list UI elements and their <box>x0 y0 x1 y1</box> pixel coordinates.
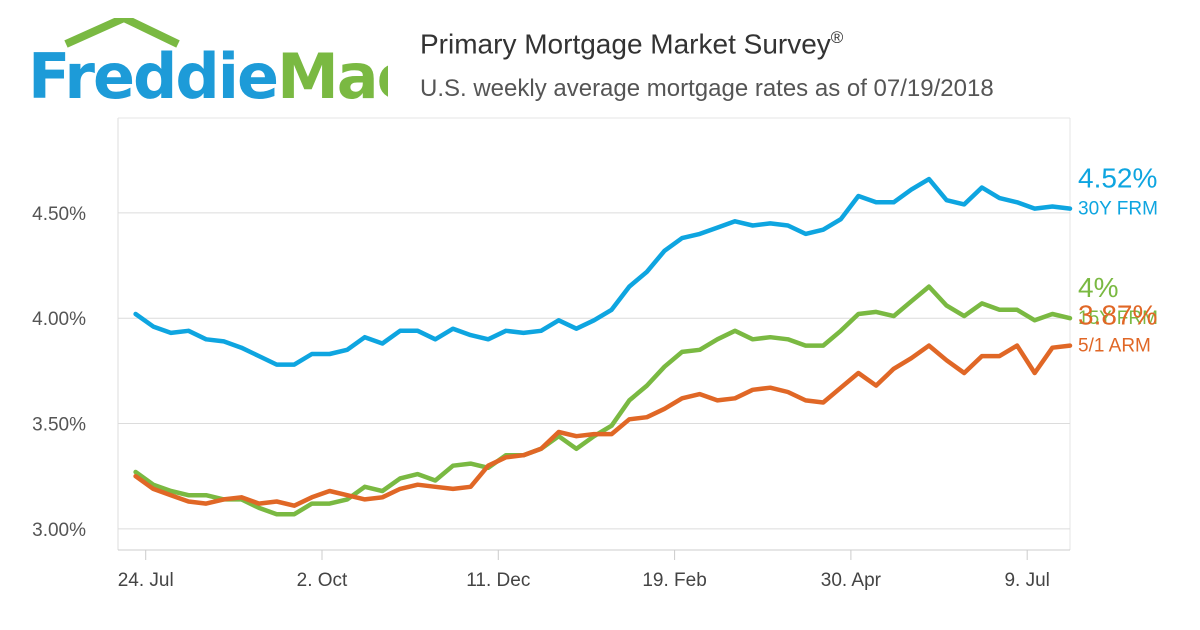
end-name-30y-frm: 30Y FRM <box>1078 199 1158 220</box>
y-tick-label: 4.00% <box>32 309 86 330</box>
y-tick-label: 3.00% <box>32 520 86 541</box>
series-line-5-1-arm <box>133 343 1073 508</box>
series-line-30y-frm <box>133 176 1073 367</box>
end-name-5-1-arm: 5/1 ARM <box>1078 336 1151 357</box>
roof-icon <box>64 13 180 48</box>
y-tick-label: 3.50% <box>32 415 86 436</box>
end-value-5-1-arm: 3.87% <box>1078 300 1157 331</box>
x-tick-label: 19. Feb <box>642 570 706 591</box>
x-axis: 24. Jul 2. Oct 11. Dec 19. Feb 30. Apr 9. Jul <box>118 549 1070 591</box>
chart-title: Primary Mortgage Market Survey® <box>420 28 844 60</box>
y-axis: 3.00% 3.50% 4.00% 4.50% <box>32 204 86 541</box>
series-line-15y-frm <box>133 284 1073 517</box>
x-tick-label: 11. Dec <box>466 570 530 591</box>
y-tick-label: 4.50% <box>32 204 86 225</box>
end-value-15y-frm: 4% <box>1078 272 1118 303</box>
x-tick-label: 2. Oct <box>297 570 348 591</box>
end-name-15y-frm: 15Y FRM <box>1078 308 1158 329</box>
x-tick-label: 9. Jul <box>1004 570 1049 591</box>
grid-lines <box>117 117 1071 550</box>
end-value-30y-frm: 4.52% <box>1078 163 1157 194</box>
x-tick-label: 30. Apr <box>821 570 882 591</box>
registered-mark: ® <box>830 28 844 47</box>
chart-subtitle: U.S. weekly average mortgage rates as of… <box>420 75 994 102</box>
series-lines <box>133 176 1073 517</box>
x-tick-label: 24. Jul <box>118 570 174 591</box>
